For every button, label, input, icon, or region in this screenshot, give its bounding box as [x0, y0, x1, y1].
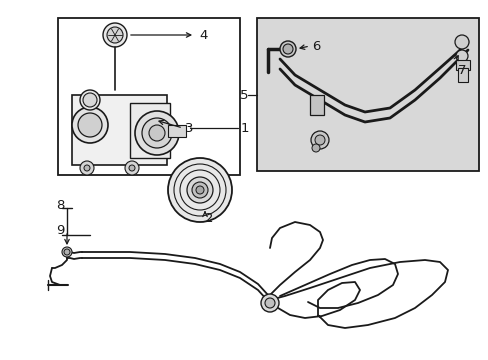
- Circle shape: [196, 186, 203, 194]
- Circle shape: [261, 294, 279, 312]
- Circle shape: [314, 135, 325, 145]
- Circle shape: [142, 118, 172, 148]
- Text: 9: 9: [56, 224, 64, 237]
- Circle shape: [78, 113, 102, 137]
- Bar: [72, 95, 167, 165]
- Text: 7: 7: [457, 63, 466, 77]
- Bar: [257, 18, 478, 171]
- Text: 3: 3: [184, 122, 193, 135]
- Circle shape: [264, 298, 274, 308]
- Circle shape: [310, 131, 328, 149]
- Bar: [168, 125, 185, 137]
- Text: 2: 2: [204, 212, 213, 225]
- Text: 8: 8: [56, 198, 64, 212]
- Text: 5: 5: [239, 89, 247, 102]
- Circle shape: [103, 23, 127, 47]
- Circle shape: [125, 161, 139, 175]
- Text: 1: 1: [241, 122, 249, 135]
- Circle shape: [186, 177, 213, 203]
- Circle shape: [168, 158, 231, 222]
- Circle shape: [64, 249, 70, 255]
- Circle shape: [107, 27, 123, 43]
- Circle shape: [455, 50, 467, 62]
- Bar: [457, 68, 467, 82]
- Circle shape: [283, 44, 292, 54]
- Circle shape: [83, 93, 97, 107]
- Circle shape: [192, 182, 207, 198]
- Bar: [58, 18, 240, 175]
- Text: 4: 4: [199, 28, 207, 41]
- Circle shape: [280, 41, 295, 57]
- Circle shape: [149, 125, 164, 141]
- Circle shape: [129, 165, 135, 171]
- Circle shape: [72, 107, 108, 143]
- Bar: [130, 103, 170, 158]
- Bar: [309, 95, 324, 115]
- Bar: [455, 60, 469, 70]
- Circle shape: [454, 35, 468, 49]
- Circle shape: [80, 161, 94, 175]
- Circle shape: [62, 247, 72, 257]
- Circle shape: [84, 165, 90, 171]
- Circle shape: [311, 144, 319, 152]
- Circle shape: [80, 90, 100, 110]
- Text: 6: 6: [311, 40, 320, 53]
- Circle shape: [135, 111, 179, 155]
